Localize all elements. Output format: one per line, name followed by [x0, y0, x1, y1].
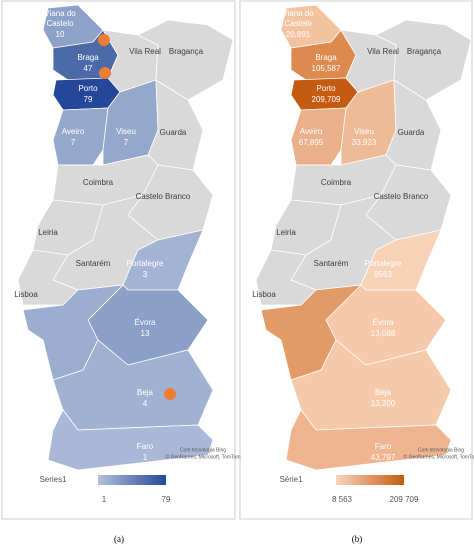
district-name: Vila Real	[129, 47, 161, 56]
district-value: 67,895	[299, 138, 324, 147]
district-value: 3	[143, 270, 148, 279]
district-name: Portalegre	[127, 259, 164, 268]
district-name: Coimbra	[321, 178, 352, 187]
district-name: Aveiro	[62, 127, 85, 136]
district-value: 5	[28, 359, 33, 368]
district-name: Évora	[135, 318, 156, 327]
district-value: 4	[143, 399, 148, 408]
district-name: Santarém	[314, 259, 349, 268]
map-panel: Viana do Castelo 20,891 Braga 105,587 Porto 20…	[252, 4, 474, 504]
district-name: Faro	[375, 442, 392, 451]
marker-dot	[99, 67, 111, 79]
attribution: © GeoNames, Microsoft, TomTom	[404, 453, 474, 460]
attribution: Com tecnologia Bing	[418, 447, 464, 453]
district-name: Viseu	[116, 127, 136, 136]
district-value: 1	[143, 453, 148, 462]
district-name: Bragança	[407, 47, 442, 56]
district	[290, 107, 347, 166]
district-name: Porto	[316, 84, 336, 93]
marker-dot	[164, 388, 176, 400]
legend-title: Série1	[279, 475, 303, 484]
district-value: 33,923	[352, 138, 377, 147]
district-name: Aveiro	[300, 127, 323, 136]
panel-frame	[239, 0, 473, 520]
district-name: Setúbal	[254, 348, 281, 357]
district-value: 13,200	[371, 399, 396, 408]
district-name: Beja	[137, 388, 154, 397]
caption: (b)	[352, 534, 363, 544]
name-line: Viana do	[44, 9, 76, 18]
attribution: Com tecnologia Bing	[180, 447, 226, 453]
district-value: 7	[124, 138, 129, 147]
district	[137, 19, 234, 101]
district-name: Leiria	[38, 228, 58, 237]
district	[375, 19, 472, 101]
district-name: Bragança	[169, 47, 204, 56]
district-name: Coimbra	[83, 178, 114, 187]
marker-dot	[98, 34, 110, 46]
district-name: Lisboa	[252, 290, 276, 299]
district-name: Braga	[315, 53, 337, 62]
district-value: 13,088	[371, 329, 396, 338]
caption: (a)	[114, 534, 124, 544]
district-value: 91,207	[256, 359, 281, 368]
district-value: 209,709	[312, 95, 341, 104]
district-name: Faro	[137, 442, 154, 451]
district-name: Porto	[78, 84, 98, 93]
district-name: Évora	[373, 318, 394, 327]
district-name: Guarda	[398, 128, 425, 137]
district-value: 7	[71, 138, 76, 147]
district	[52, 107, 109, 166]
district-name: Santarém	[76, 259, 111, 268]
legend-min: 8 563	[332, 495, 353, 504]
district-value: 10	[56, 30, 65, 39]
district-name: Guarda	[160, 128, 187, 137]
district-name: Vila Real	[367, 47, 399, 56]
district-value: 47	[84, 64, 93, 73]
district-value: 13	[141, 329, 150, 338]
district-name: Leiria	[276, 228, 296, 237]
district-name: Braga	[77, 53, 99, 62]
district-name: Setúbal	[16, 348, 43, 357]
district-name: Lisboa	[14, 290, 38, 299]
panel-frame	[1, 0, 236, 520]
district-value: 8563	[374, 270, 392, 279]
district-name: Beja	[375, 388, 392, 397]
legend-max: 79	[162, 495, 171, 504]
legend-max: 209 709	[390, 495, 419, 504]
district-value: 20,891	[286, 30, 311, 39]
district-name: Viana do Castelo	[44, 9, 76, 28]
district-value: 79	[84, 95, 93, 104]
district-value: 43,797	[371, 453, 396, 462]
district	[285, 409, 452, 471]
name-line: Viana do	[282, 9, 314, 18]
district-value: 105,587	[312, 64, 341, 73]
district-name: Viana do Castelo	[282, 9, 314, 28]
legend-min: 1	[102, 495, 107, 504]
legend-gradient	[336, 475, 404, 485]
legend-gradient	[98, 475, 166, 485]
district-name: Castelo Branco	[136, 192, 191, 201]
district-name: Portalegre	[365, 259, 402, 268]
district-name: Viseu	[354, 127, 374, 136]
district-name: Castelo Branco	[374, 192, 429, 201]
attribution: © GeoNames, Microsoft, TomTom	[166, 453, 241, 460]
name-line: Castelo	[284, 19, 312, 28]
district	[47, 409, 214, 471]
legend-title: Series1	[39, 475, 67, 484]
name-line: Castelo	[46, 19, 74, 28]
